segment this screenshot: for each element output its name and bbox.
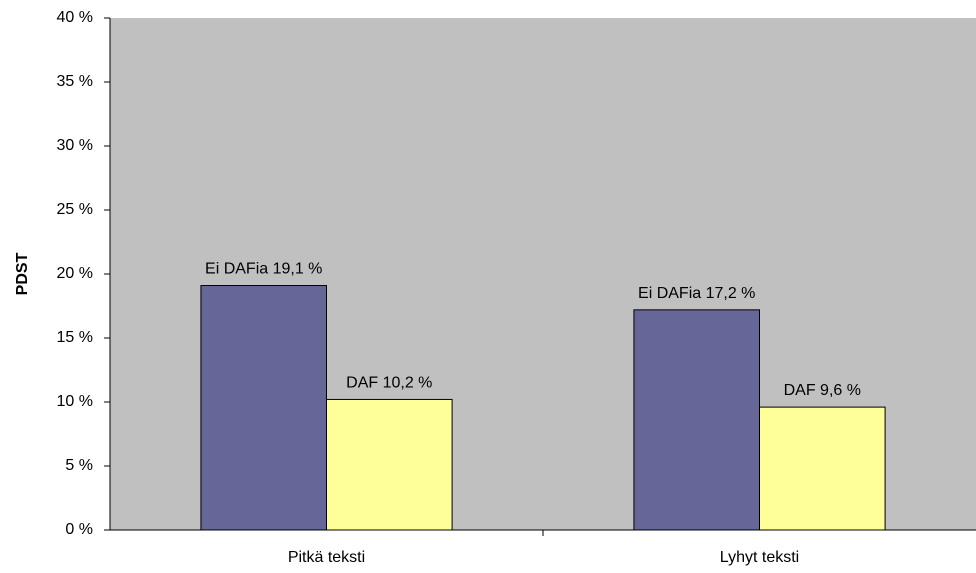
bar [200, 285, 327, 531]
data-labels-group: Ei DAFia 19,1 % DAF 10,2 % Ei DAFia 17,2 %… [205, 261, 861, 400]
y-tick-label: 15 % [57, 329, 93, 346]
y-tick-label: 5 % [65, 457, 93, 474]
y-tick-label: 0 % [65, 521, 93, 538]
y-tick-label: 30 % [57, 137, 93, 154]
bar [633, 309, 760, 531]
y-axis-title: PDST [14, 252, 31, 295]
y-ticks-group: 0 % 5 % 10 % 15 % 20 % 25 % 30 % 35 % 40 % [57, 9, 110, 538]
x-tick-label: Lyhyt teksti [720, 549, 799, 566]
bars-group [200, 285, 886, 531]
bar [759, 406, 886, 531]
y-tick-label: 20 % [57, 265, 93, 282]
bar-data-label: DAF 10,2 % [346, 374, 432, 391]
bar-data-label: DAF 9,6 % [784, 382, 861, 399]
y-tick-label: 10 % [57, 393, 93, 410]
bar-data-label: Ei DAFia 17,2 % [638, 285, 755, 302]
x-ticks-group: Pitkä teksti Lyhyt teksti [288, 530, 799, 566]
y-tick-label: 35 % [57, 73, 93, 90]
bar [326, 398, 453, 531]
y-tick-label: 25 % [57, 201, 93, 218]
y-tick-label: 40 % [57, 9, 93, 26]
x-tick-label: Pitkä teksti [288, 549, 365, 566]
bar-data-label: Ei DAFia 19,1 % [205, 261, 322, 278]
